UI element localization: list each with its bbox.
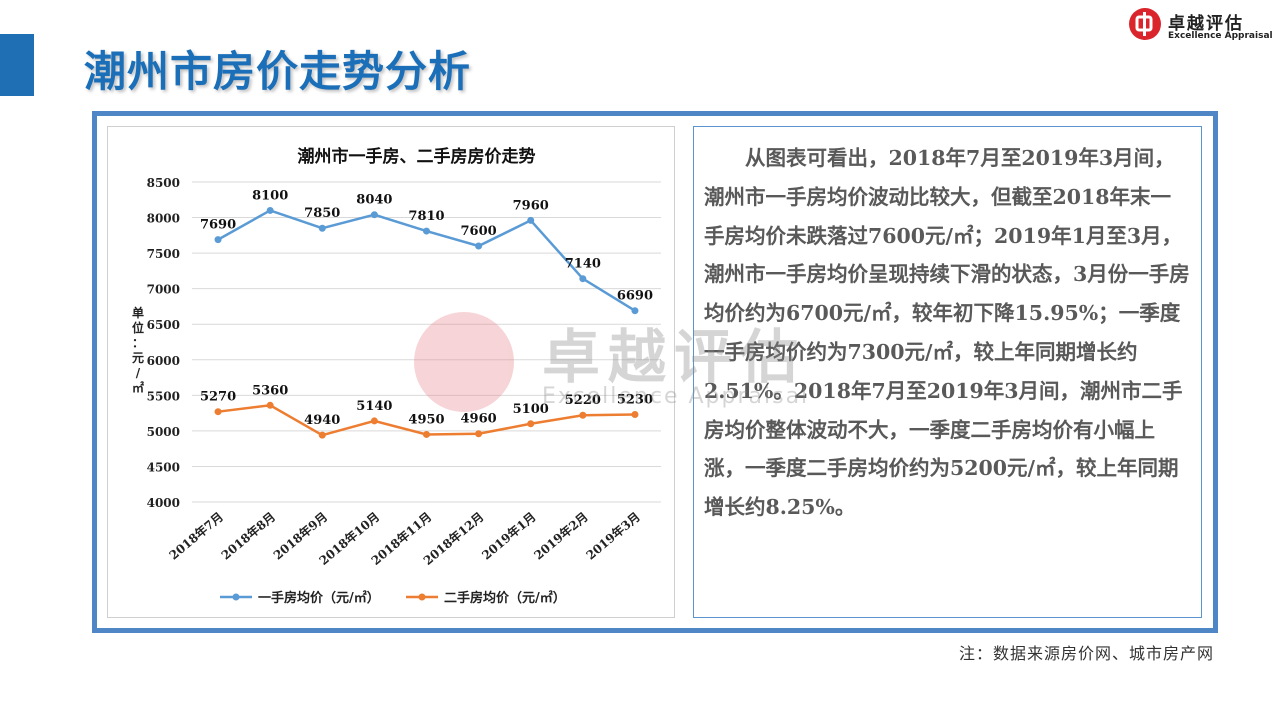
data-point [527,216,535,224]
data-label: 5360 [252,383,288,398]
data-label: 7850 [304,206,340,221]
data-label: 5140 [356,399,392,414]
y-tick-label: 5000 [147,425,180,439]
legend-label: 二手房均价（元/㎡） [444,590,566,606]
x-tick-label: 2019年3月 [583,509,643,563]
y-axis-label-char: / [136,366,141,380]
data-label: 7600 [461,224,497,239]
x-tick-label: 2018年8月 [218,509,278,563]
legend-label: 一手房均价（元/㎡） [258,590,380,606]
line-chart: 潮州市一手房、二手房房价走势 4000 4500 5000 5500 6000 6500 70… [132,146,661,606]
page-title: 潮州市房价走势分析 [84,47,472,96]
data-label: 8100 [252,188,288,203]
x-tick-label: 2019年2月 [531,509,591,563]
x-tick-label: 2018年7月 [166,509,226,563]
data-point [579,275,587,283]
data-label: 7690 [200,218,236,233]
logo-text-cn: 卓越评估 [1168,14,1244,34]
y-tick-label: 6500 [147,318,180,332]
y-axis-label-char: ： [132,336,144,350]
data-label: 7960 [513,198,549,213]
y-axis-label-char: ㎡ [132,380,144,395]
y-tick-label: 5500 [147,389,180,403]
data-point [266,401,274,409]
data-point [475,242,483,250]
data-point [318,431,326,439]
data-label: 5230 [617,393,653,408]
y-tick-label: 8500 [147,176,180,190]
legend-marker [232,593,240,601]
data-point [423,227,430,235]
data-point [318,224,326,232]
data-label: 7810 [408,209,444,224]
data-label: 5270 [200,390,236,405]
analysis-text-panel: 从图表可看出，2018年7月至2019年3月间，潮州市一手房均价波动比较大，但截… [693,126,1202,618]
data-point [631,411,639,419]
y-axis-label-char: 位 [132,320,144,335]
y-axis-label-char: 单 [132,305,144,320]
y-axis-label-char: 元 [132,351,144,365]
data-label: 4940 [304,413,340,428]
data-point [527,420,535,428]
source-note: 注：数据来源房价网、城市房产网 [958,644,1214,663]
analysis-paragraph: 从图表可看出，2018年7月至2019年3月间，潮州市一手房均价波动比较大，但截… [704,146,1190,520]
legend-marker [418,593,426,601]
data-label: 5220 [565,393,601,408]
data-label: 7140 [565,257,601,272]
data-point [475,430,483,438]
logo-text-en: Excellence Appraisal [1168,31,1273,41]
y-tick-label: 4500 [147,460,180,474]
content-frame [92,111,1218,633]
y-tick-label: 7000 [147,283,180,297]
company-logo: 卓越评估 Excellence Appraisal [1128,7,1273,43]
data-point [370,211,378,219]
data-label: 8040 [356,193,392,208]
chart-title: 潮州市一手房、二手房房价走势 [298,146,536,167]
data-label: 5100 [513,402,549,417]
data-label: 6690 [617,289,653,304]
y-tick-label: 6000 [147,354,180,368]
data-label: 4950 [408,412,444,427]
y-tick-label: 8000 [147,212,180,226]
chart-panel: 潮州市一手房、二手房房价走势 4000 4500 5000 5500 6000 6500 70… [107,126,675,618]
data-point [214,408,222,416]
y-tick-label: 7500 [147,247,180,261]
x-tick-label: 2019年1月 [479,509,539,563]
data-point [423,430,430,438]
title-accent-bar [0,34,34,96]
data-label: 4960 [461,412,497,427]
data-point [214,236,222,244]
data-point [370,417,378,425]
data-point [266,206,274,214]
y-tick-label: 4000 [147,496,180,510]
data-point [631,307,639,315]
logo-mark-icon [1129,8,1161,40]
data-point [579,411,587,419]
